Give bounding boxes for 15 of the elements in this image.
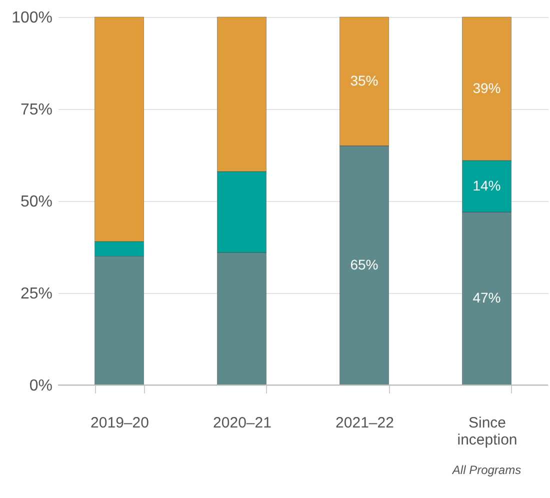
x-tick-label: 2021–22 — [336, 414, 394, 432]
text: All Programs — [451, 463, 522, 477]
x-tick-label: 2020–21 — [213, 414, 272, 432]
data-label: 47% — [472, 290, 501, 306]
y-tick-label: 75% — [20, 102, 52, 118]
x-tick-label: Since inception — [457, 414, 518, 448]
data-label: 39% — [472, 80, 501, 96]
y-tick-label: 0% — [29, 378, 52, 394]
y-tick-label: 50% — [20, 194, 52, 210]
y-tick-label: 25% — [20, 286, 52, 302]
y-tick-label: 100% — [12, 10, 52, 26]
data-label: 35% — [350, 72, 378, 88]
data-label: 65% — [350, 256, 378, 272]
x-tick-label: 2019–20 — [90, 414, 149, 432]
data-label: 14% — [472, 177, 501, 194]
